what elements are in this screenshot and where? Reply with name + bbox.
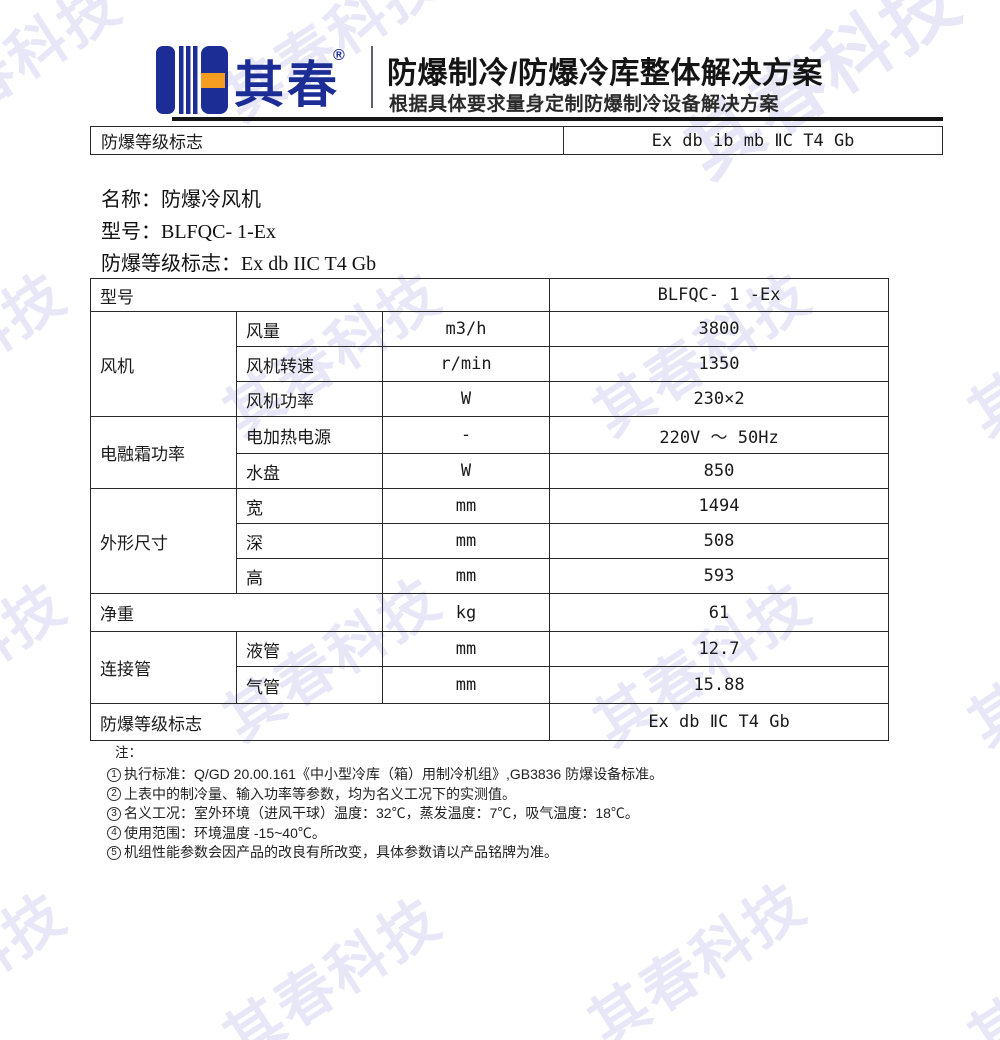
note-number-icon: 1 <box>107 767 121 782</box>
spec-param-label: 气管 <box>236 666 383 704</box>
spec-param-label: 电加热电源 <box>236 416 383 454</box>
spec-unit: kg <box>381 593 551 632</box>
spec-group-defrost: 电融霜功率 <box>90 416 237 489</box>
spec-weight-label: 净重 <box>90 593 383 632</box>
rating-bar-table: 防爆等级标志 Ex db ib mb ⅡC T4 Gb <box>90 126 943 155</box>
header-rule <box>172 117 943 121</box>
spec-param-label: 水盘 <box>236 453 383 489</box>
table-row: 防爆等级标志 Ex db ib mb ⅡC T4 Gb <box>90 126 943 155</box>
table-row: 型号 BLFQC- 1 -Ex <box>89 278 890 312</box>
table-row: 电融霜功率 电加热电源 - 220V ～ 50Hz <box>90 416 890 489</box>
spec-model-value: BLFQC- 1 -Ex <box>549 278 890 312</box>
registered-trademark-icon: ® <box>333 47 345 64</box>
spec-param-label: 风机转速 <box>236 346 383 382</box>
brand-name: 其春 <box>234 57 340 113</box>
spec-value: 12.7 <box>549 631 890 667</box>
product-rating-line: 防爆等级标志：Ex db IIC T4 Gb <box>101 253 377 275</box>
spec-unit: - <box>381 416 551 454</box>
notes-label: 注： <box>115 745 142 760</box>
spec-table: 型号 BLFQC- 1 -Ex 风机 风量 m3/h 3800 风机转速 r/m… <box>89 278 890 741</box>
spec-unit: mm <box>381 666 551 704</box>
spec-rating-label: 防爆等级标志 <box>89 703 551 741</box>
spec-param-label: 高 <box>236 558 383 594</box>
note-item: 4 使用范围：环境温度 -15~40℃。 <box>107 824 897 844</box>
note-text: 机组性能参数会因产品的改良有所改变，具体参数请以产品铭牌为准。 <box>124 844 558 861</box>
spec-value: 1350 <box>549 346 890 382</box>
note-text: 执行标准：Q/GD 20.00.161《中小型冷库（箱）用制冷机组》,GB383… <box>124 766 664 782</box>
spec-unit: W <box>381 381 551 417</box>
spec-value: 850 <box>549 453 890 489</box>
table-row: 外形尺寸 宽 mm 1494 <box>90 488 890 594</box>
spec-value: 593 <box>549 558 890 594</box>
note-text: 名义工况：室外环境（进风干球）温度：32℃，蒸发温度：7℃，吸气温度：18℃。 <box>124 805 639 822</box>
table-row: 风机功率 W 230×2 <box>91 381 890 417</box>
spec-group-pipes: 连接管 <box>90 631 237 704</box>
table-row: 水盘 W 850 <box>91 453 890 489</box>
product-name-line: 名称：防爆冷风机 <box>101 189 261 211</box>
note-number-icon: 2 <box>107 787 121 802</box>
table-row: 防爆等级标志 Ex db ⅡC T4 Gb <box>89 703 890 741</box>
table-row: 风机 风量 m3/h 3800 <box>90 311 890 417</box>
spec-param-label: 深 <box>236 523 383 559</box>
brand-logo-icon <box>156 46 228 114</box>
note-item: 2 上表中的制冷量、输入功率等参数，均为名义工况下的实测值。 <box>107 785 897 805</box>
spec-model-label: 型号 <box>89 278 551 312</box>
note-text: 上表中的制冷量、输入功率等参数，均为名义工况下的实测值。 <box>124 785 516 802</box>
table-row: 气管 mm 15.88 <box>91 666 890 704</box>
note-item: 3 名义工况：室外环境（进风干球）温度：32℃，蒸发温度：7℃，吸气温度：18℃… <box>107 804 897 824</box>
note-text: 使用范围：环境温度 -15~40℃。 <box>124 824 326 841</box>
spec-param-label: 宽 <box>236 488 383 524</box>
spec-value: 61 <box>549 593 890 632</box>
header-subtitle: 根据具体要求量身定制防爆制冷设备解决方案 <box>389 94 780 115</box>
rating-bar-label: 防爆等级标志 <box>90 126 564 155</box>
product-model-line: 型号：BLFQC- 1-Ex <box>101 221 276 243</box>
spec-rating-value: Ex db ⅡC T4 Gb <box>549 703 890 741</box>
spec-unit: mm <box>381 631 551 667</box>
spec-value: 1494 <box>549 488 890 524</box>
spec-value: 508 <box>549 523 890 559</box>
note-number-icon: 5 <box>107 845 121 860</box>
spec-param-label: 液管 <box>236 631 383 667</box>
note-item: 1 执行标准：Q/GD 20.00.161《中小型冷库（箱）用制冷机组》,GB3… <box>107 765 897 785</box>
spec-unit: r/min <box>381 346 551 382</box>
spec-unit: mm <box>381 523 551 559</box>
spec-value: 220V ～ 50Hz <box>549 416 890 454</box>
table-row: 风机转速 r/min 1350 <box>91 346 890 382</box>
spec-unit: W <box>381 453 551 489</box>
spec-group-fan: 风机 <box>90 311 237 417</box>
table-row: 净重 kg 61 <box>90 593 890 632</box>
spec-param-label: 风量 <box>236 311 383 347</box>
table-row: 深 mm 508 <box>91 523 890 559</box>
table-row: 高 mm 593 <box>91 558 890 594</box>
spec-value: 15.88 <box>549 666 890 704</box>
spec-unit: mm <box>381 488 551 524</box>
note-number-icon: 3 <box>107 806 121 821</box>
note-item: 5 机组性能参数会因产品的改良有所改变，具体参数请以产品铭牌为准。 <box>107 843 897 863</box>
spec-group-dimensions: 外形尺寸 <box>90 488 237 594</box>
spec-value: 230×2 <box>549 381 890 417</box>
spec-unit: m3/h <box>381 311 551 347</box>
header-divider <box>371 46 373 108</box>
spec-unit: mm <box>381 558 551 594</box>
spec-param-label: 风机功率 <box>236 381 383 417</box>
note-number-icon: 4 <box>107 826 121 841</box>
spec-value: 3800 <box>549 311 890 347</box>
notes-section: 注： 1 执行标准：Q/GD 20.00.161《中小型冷库（箱）用制冷机组》,… <box>107 741 897 863</box>
product-info: 名称：防爆冷风机 型号：BLFQC- 1-Ex 防爆等级标志：Ex db IIC… <box>101 184 376 280</box>
rating-bar-value: Ex db ib mb ⅡC T4 Gb <box>563 126 943 155</box>
table-row: 连接管 液管 mm 12.7 <box>90 631 890 704</box>
header-title: 防爆制冷/防爆冷库整体解决方案 <box>387 57 823 90</box>
